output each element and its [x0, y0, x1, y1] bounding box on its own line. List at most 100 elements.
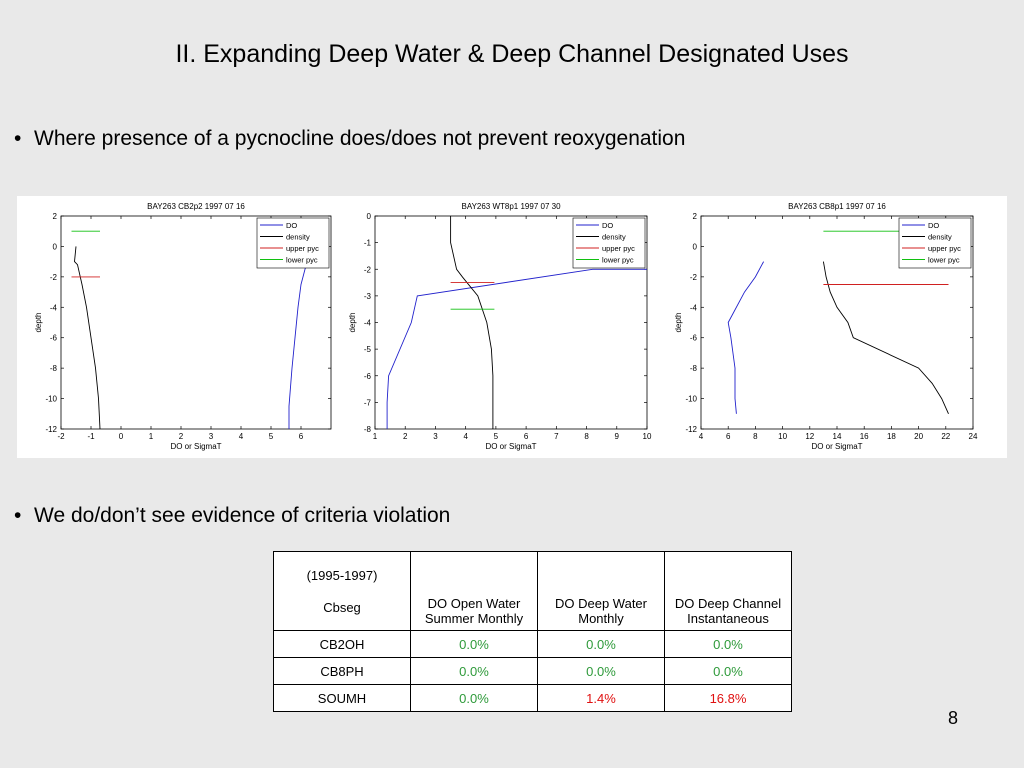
table-row: SOUMH 0.0% 1.4% 16.8% [273, 684, 792, 712]
x-axis-label: DO or SigmaT [485, 442, 536, 451]
y-axis-label: depth [348, 312, 357, 332]
chart-title: BAY263 CB8p1 1997 07 16 [788, 202, 886, 211]
legend: DO density upper pyc lower pyc [898, 217, 972, 269]
chart-title: BAY263 CB2p2 1997 07 16 [147, 202, 245, 211]
x-tick-label: 18 [887, 432, 896, 441]
x-tick-label: 14 [833, 432, 842, 441]
y-tick-label: -6 [50, 334, 58, 343]
bullet-text: We do/don’t see evidence of criteria vio… [34, 504, 451, 527]
header-years: (1995-1997) [306, 567, 378, 583]
legend-entry: lower pyc [928, 256, 960, 265]
bullet-criteria-violation: • We do/don’t see evidence of criteria vi… [14, 504, 450, 528]
series-DO [727, 261, 764, 414]
bullet-marker: • [14, 504, 22, 527]
x-tick-label: 2 [403, 432, 408, 441]
x-tick-label: 22 [941, 432, 950, 441]
y-tick-label: -4 [364, 319, 372, 328]
y-tick-label: -2 [690, 273, 698, 282]
legend: DO density upper pyc lower pyc [572, 217, 646, 269]
x-tick-label: 8 [584, 432, 589, 441]
series-density [450, 216, 494, 429]
cell-deep: 0.0% [537, 657, 665, 685]
cell-seg: CB2OH [273, 630, 411, 658]
x-tick-label: 4 [699, 432, 704, 441]
x-tick-label: 16 [860, 432, 869, 441]
slide-title: II. Expanding Deep Water & Deep Channel … [175, 40, 849, 68]
legend-entry: upper pyc [602, 244, 635, 253]
header-do-open-water: DO Open Water Summer Monthly [410, 551, 538, 631]
x-axis-label: DO or SigmaT [170, 442, 221, 451]
y-tick-label: -10 [685, 395, 697, 404]
legend-entry: DO [928, 221, 939, 230]
header-do-deep-water: DO Deep Water Monthly [537, 551, 665, 631]
x-tick-label: 5 [494, 432, 499, 441]
x-tick-label: 4 [463, 432, 468, 441]
profile-chart-2: 1 2 3 4 5 6 7 8 9 10 0 -1 -2 -3 -4 -5 -6 -7 -8 BAY263 WT8p1… [348, 202, 652, 451]
legend-entry: upper pyc [928, 244, 961, 253]
y-axis-label: depth [34, 312, 43, 332]
x-tick-label: 1 [149, 432, 154, 441]
y-tick-label: -5 [364, 345, 372, 354]
header-do-open-water-label: DO Open Water Summer Monthly [424, 596, 524, 626]
x-tick-label: 24 [969, 432, 978, 441]
y-tick-label: 0 [367, 212, 372, 221]
y-tick-label: 0 [693, 242, 698, 251]
cell-open: 0.0% [410, 630, 538, 658]
legend-entry: lower pyc [286, 256, 318, 265]
legend-entry: upper pyc [286, 244, 319, 253]
cell-channel: 0.0% [664, 657, 792, 685]
table-header-row: (1995-1997) Cbseg DO Open Water Summer M… [273, 551, 792, 631]
page-number: 8 [948, 708, 959, 728]
cell-channel: 16.8% [664, 684, 792, 712]
x-tick-label: 5 [269, 432, 274, 441]
chart-title: BAY263 WT8p1 1997 07 30 [461, 202, 561, 211]
y-tick-label: -3 [364, 292, 372, 301]
cell-seg: SOUMH [273, 684, 411, 712]
legend-entry: density [602, 233, 626, 242]
legend-entry: density [286, 233, 310, 242]
y-tick-label: -2 [50, 273, 58, 282]
x-tick-label: 3 [433, 432, 438, 441]
cell-channel: 0.0% [664, 630, 792, 658]
y-tick-label: -2 [364, 265, 372, 274]
table-row: CB2OH 0.0% 0.0% 0.0% [273, 630, 792, 658]
x-tick-label: -1 [87, 432, 95, 441]
series-density [74, 246, 101, 430]
legend-entry: lower pyc [602, 256, 634, 265]
y-tick-label: -12 [685, 425, 697, 434]
x-tick-label: 12 [805, 432, 814, 441]
x-tick-label: 10 [778, 432, 787, 441]
legend-entry: DO [602, 221, 613, 230]
profile-chart-3: 4 6 8 10 12 14 16 18 20 22 2420-2-4-6-8-10-12BAY26… [674, 202, 978, 451]
x-tick-label: 6 [524, 432, 529, 441]
x-tick-label: 2 [179, 432, 184, 441]
header-cbseg-label: Cbseg [323, 599, 361, 615]
y-tick-label: -8 [364, 425, 372, 434]
x-tick-label: 0 [119, 432, 124, 441]
y-tick-label: -6 [364, 372, 372, 381]
x-axis-label: DO or SigmaT [811, 442, 862, 451]
cell-open: 0.0% [410, 684, 538, 712]
header-cbseg: (1995-1997) Cbseg [273, 551, 411, 631]
series-DO [386, 268, 647, 429]
bullet-marker: • [14, 127, 22, 150]
legend-entry: DO [286, 221, 297, 230]
legend: DO density upper pyc lower pyc [256, 217, 330, 269]
header-do-deep-channel: DO Deep Channel Instantaneous [664, 551, 792, 631]
profile-charts-panel: -2 -1 0 1 2 3 4 5 6 2 0 -2 -4 -6 -8 -10 -12 BAY263 CB2p2 … [17, 196, 1007, 458]
cell-open: 0.0% [410, 657, 538, 685]
cell-deep: 1.4% [537, 684, 665, 712]
y-tick-label: -4 [50, 303, 58, 312]
legend-entry: density [928, 233, 952, 242]
bullet-text: Where presence of a pycnocline does/does… [34, 127, 686, 150]
y-tick-label: -8 [50, 364, 58, 373]
y-tick-label: -1 [364, 239, 372, 248]
x-tick-label: 20 [914, 432, 923, 441]
x-tick-label: 6 [299, 432, 304, 441]
cell-seg: CB8PH [273, 657, 411, 685]
x-tick-label: -2 [57, 432, 65, 441]
x-tick-label: 4 [239, 432, 244, 441]
criteria-violation-table: (1995-1997) Cbseg DO Open Water Summer M… [273, 551, 792, 712]
